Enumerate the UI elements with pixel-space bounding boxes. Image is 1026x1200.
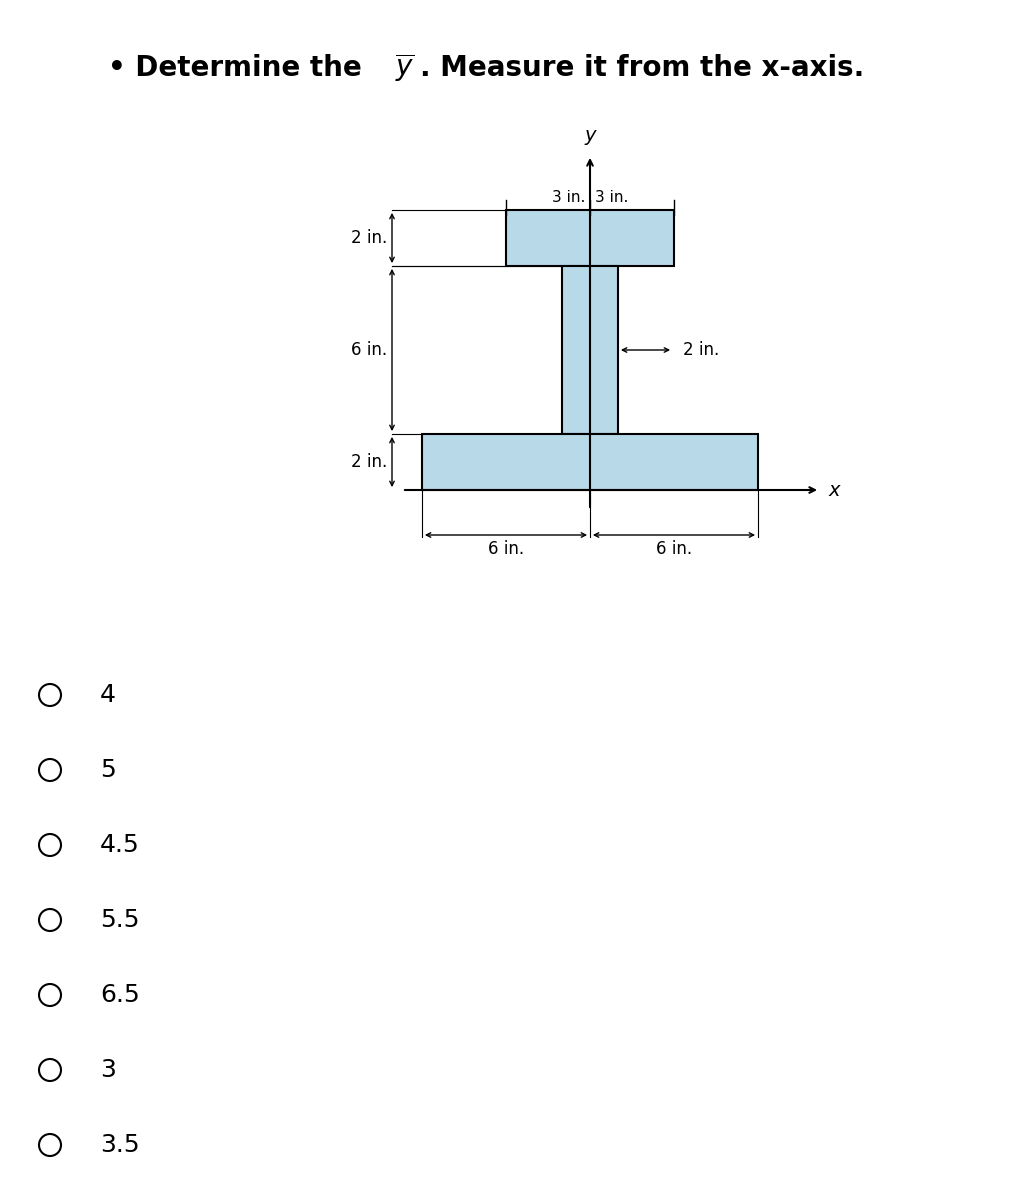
Bar [562, 266, 618, 434]
Text: 3: 3 [100, 1058, 116, 1082]
Text: y: y [584, 126, 596, 145]
Text: 2 in.: 2 in. [351, 452, 387, 470]
Bar [422, 434, 758, 490]
Text: 6 in.: 6 in. [351, 341, 387, 359]
Text: 2 in.: 2 in. [683, 341, 719, 359]
Bar [506, 210, 674, 266]
Text: 2 in.: 2 in. [351, 229, 387, 247]
Text: 4: 4 [100, 683, 116, 707]
Text: 4.5: 4.5 [100, 833, 140, 857]
Text: 6 in.: 6 in. [656, 540, 693, 558]
Text: 6 in.: 6 in. [488, 540, 524, 558]
Text: • Determine the: • Determine the [108, 54, 371, 82]
Text: 3.5: 3.5 [100, 1133, 140, 1157]
Text: x: x [828, 480, 839, 499]
Text: 5: 5 [100, 758, 116, 782]
Text: . Measure it from the x-axis.: . Measure it from the x-axis. [420, 54, 864, 82]
Text: 5.5: 5.5 [100, 908, 140, 932]
Text: 3 in.: 3 in. [595, 190, 628, 205]
Text: $\overline{y}$: $\overline{y}$ [395, 52, 415, 84]
Text: 3 in.: 3 in. [552, 190, 585, 205]
Text: 6.5: 6.5 [100, 983, 140, 1007]
